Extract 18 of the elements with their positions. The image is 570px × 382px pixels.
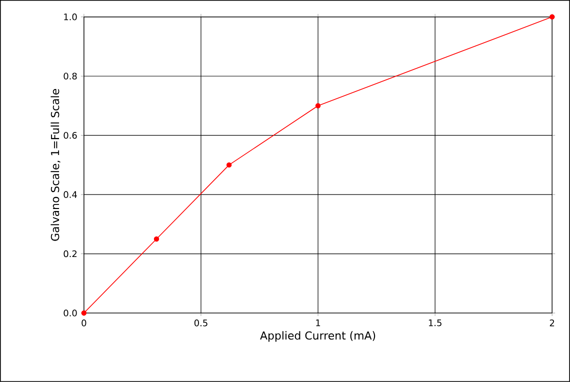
point [315, 103, 321, 108]
x-tick-label: 2 [550, 320, 554, 326]
point [81, 310, 87, 316]
y-tick-label: 1.0 [64, 14, 77, 20]
x-tick-label: 0.5 [194, 320, 208, 326]
y-tick-label: 0.8 [64, 72, 77, 80]
y-tick-label: 0.6 [64, 132, 77, 139]
point [550, 14, 555, 20]
point [226, 162, 232, 168]
x-tick-label: 1 [316, 320, 320, 326]
y-axis-title: Galvano Scale, 1=Full Scale [50, 89, 60, 241]
y-tick-label: 0.0 [64, 310, 77, 316]
x-axis-title: Applied Current (mA) [260, 331, 376, 342]
x-tick-label: 0 [82, 320, 86, 326]
y-tick-label: 0.4 [64, 191, 77, 198]
x-tick-label: 1.5 [428, 320, 442, 326]
point [154, 236, 160, 242]
y-tick-label: 0.2 [64, 250, 77, 258]
